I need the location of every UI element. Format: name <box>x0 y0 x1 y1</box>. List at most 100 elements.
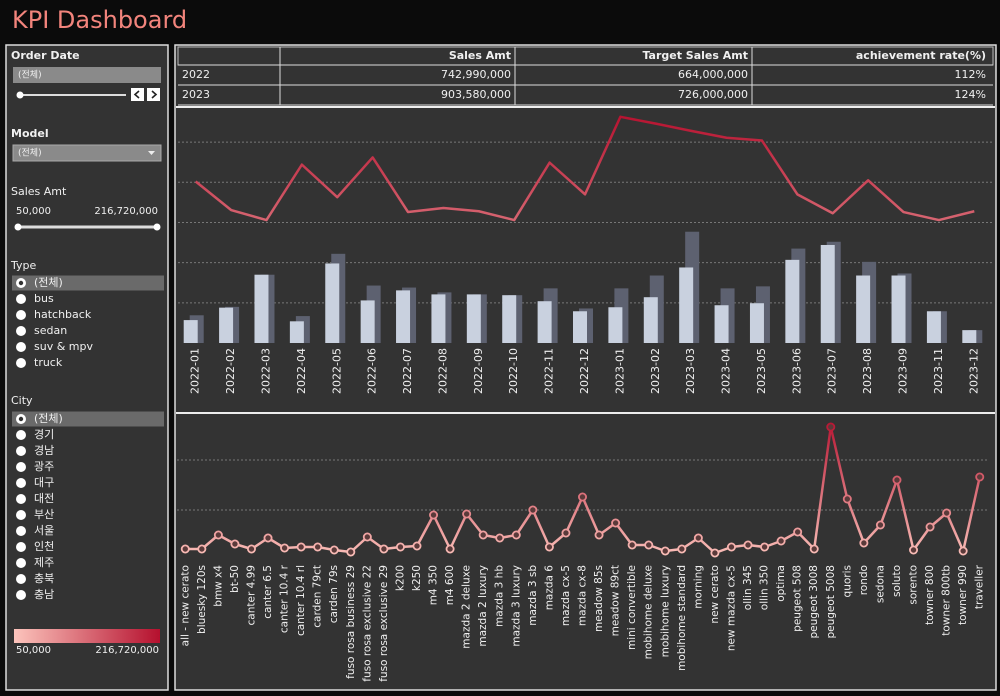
point <box>246 544 256 554</box>
column-header: Sales Amt <box>449 49 511 62</box>
table-cell: 726,000,000 <box>678 88 748 101</box>
dropdown[interactable] <box>12 144 162 162</box>
bar <box>679 267 694 343</box>
step-button[interactable] <box>147 88 160 101</box>
x-tick-label: new cerato <box>709 565 721 624</box>
x-tick-label: towner 800 <box>924 565 936 625</box>
x-tick-label: towner 990 <box>957 565 969 625</box>
radio-option[interactable]: 제주 <box>34 556 54 569</box>
slider-handle[interactable] <box>14 223 22 231</box>
radio-option[interactable]: 부산 <box>34 508 54 521</box>
radio-button[interactable] <box>16 294 26 304</box>
radio-option[interactable]: 경남 <box>34 444 54 457</box>
radio-button[interactable] <box>16 542 26 552</box>
radio-option[interactable]: 대구 <box>34 476 54 489</box>
x-tick-label: fuso rosa exclusive 22 <box>361 565 373 682</box>
x-tick-label: new mazda cx-5 <box>725 565 737 651</box>
bar <box>466 294 481 343</box>
radio-option[interactable]: bus <box>34 292 54 305</box>
radio-button[interactable] <box>16 494 26 504</box>
point <box>544 542 554 552</box>
radio-option[interactable]: sedan <box>34 324 67 337</box>
step-arrow <box>151 90 158 99</box>
point <box>445 544 455 554</box>
x-tick-label: mazda cx-8 <box>577 565 589 626</box>
radio-option[interactable]: 충남 <box>34 588 54 601</box>
radio-button[interactable] <box>16 358 26 368</box>
point <box>958 546 968 556</box>
x-tick-label: all - new cerato <box>179 565 191 646</box>
point <box>975 472 985 482</box>
x-tick-label: canter 4.99 <box>245 565 257 625</box>
point <box>793 527 803 537</box>
radio-button[interactable] <box>16 342 26 352</box>
filter-label: Type <box>10 259 36 272</box>
x-tick-label: fuso rosa exclusive 29 <box>378 565 390 682</box>
dropdown-arrow <box>148 151 155 155</box>
x-tick-label: 2023-08 <box>861 348 874 394</box>
dropdown[interactable] <box>13 67 161 83</box>
radio-option[interactable]: (전체) <box>34 412 63 425</box>
x-tick-label: k200 <box>394 565 406 591</box>
x-tick-label: ollin 350 <box>759 565 771 610</box>
radio-button[interactable] <box>16 526 26 536</box>
point <box>809 544 819 554</box>
legend-max: 216,720,000 <box>95 645 159 656</box>
point <box>180 544 190 554</box>
radio-option[interactable]: 경기 <box>34 428 54 441</box>
point <box>462 509 472 519</box>
filter-panel <box>5 44 169 691</box>
table-cell: 742,990,000 <box>441 68 511 81</box>
point <box>511 530 521 540</box>
radio-option[interactable]: (전체) <box>34 276 63 289</box>
radio-option[interactable]: 서울 <box>34 524 54 537</box>
bar <box>219 307 234 343</box>
radio-dot <box>18 280 24 286</box>
point <box>412 541 422 551</box>
table-cell: 903,580,000 <box>441 88 511 101</box>
radio-option[interactable]: truck <box>34 356 63 369</box>
radio-button[interactable] <box>16 478 26 488</box>
radio-option[interactable]: suv & mpv <box>34 340 93 353</box>
x-tick-label: canter 10.4 r <box>279 564 291 633</box>
bar <box>785 259 800 343</box>
radio-button[interactable] <box>16 510 26 520</box>
slider-handle[interactable] <box>153 223 161 231</box>
radio-button[interactable] <box>16 310 26 320</box>
x-tick-label: mobihome standard <box>676 565 688 671</box>
point <box>644 540 654 550</box>
point <box>760 542 770 552</box>
slider-handle[interactable] <box>16 91 24 99</box>
point <box>710 548 720 558</box>
radio-button[interactable] <box>16 462 26 472</box>
radio-button[interactable] <box>16 430 26 440</box>
radio-option[interactable]: hatchback <box>34 308 92 321</box>
color-legend <box>14 629 160 643</box>
point <box>429 510 439 520</box>
x-tick-label: towner 800tb <box>941 565 953 636</box>
radio-button[interactable] <box>16 590 26 600</box>
radio-button[interactable] <box>16 446 26 456</box>
x-tick-label: 2023-07 <box>826 348 839 394</box>
x-tick-label: 2023-12 <box>967 348 980 394</box>
filter-label: City <box>11 394 33 407</box>
point <box>346 547 356 557</box>
range-max: 216,720,000 <box>94 206 158 217</box>
radio-option[interactable]: 인천 <box>34 539 54 553</box>
point <box>313 542 323 552</box>
x-tick-label: 2022-03 <box>259 348 272 394</box>
radio-option[interactable]: 충북 <box>34 572 54 585</box>
x-tick-label: 2022-12 <box>578 348 591 394</box>
step-button[interactable] <box>131 88 144 101</box>
radio-option[interactable]: 대전 <box>34 492 54 505</box>
bar <box>749 303 764 343</box>
radio-option[interactable]: 광주 <box>34 460 54 473</box>
x-tick-label: 2023-06 <box>790 348 803 394</box>
column-header: Target Sales Amt <box>642 49 748 62</box>
radio-button[interactable] <box>16 574 26 584</box>
point <box>892 475 902 485</box>
radio-button[interactable] <box>16 558 26 568</box>
x-tick-label: bmw x4 <box>212 565 224 607</box>
radio-button[interactable] <box>16 326 26 336</box>
